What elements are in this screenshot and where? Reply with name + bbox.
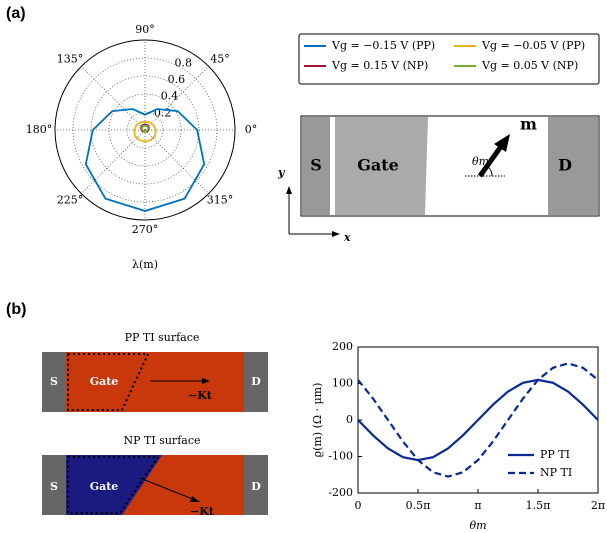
grid-spoke bbox=[81, 66, 145, 130]
gate-label: Gate bbox=[90, 480, 119, 493]
surface bbox=[42, 352, 268, 412]
legend-label: Vg = −0.15 V (PP) bbox=[331, 39, 435, 52]
angle-tick-label: 90° bbox=[135, 23, 155, 36]
y-tick-label: -200 bbox=[328, 486, 353, 499]
panel-label: (b) bbox=[6, 301, 26, 318]
x-axis-title: λ(m) bbox=[132, 258, 158, 271]
angle-tick-label: 45° bbox=[210, 52, 230, 65]
y-tick-label: 100 bbox=[332, 377, 353, 390]
legend-label: NP TI bbox=[540, 466, 572, 479]
drain-label: D bbox=[251, 480, 261, 493]
angle-tick-label: 135° bbox=[57, 52, 84, 65]
x-tick-label: 1.5π bbox=[526, 499, 551, 512]
drain-block bbox=[548, 117, 598, 215]
y-tick-label: 200 bbox=[332, 340, 353, 353]
legend-label: Vg = 0.05 V (NP) bbox=[481, 59, 578, 72]
panel-label: (a) bbox=[6, 5, 26, 22]
polar-line bbox=[142, 126, 148, 132]
arrowhead bbox=[286, 186, 292, 194]
x-tick-label: π bbox=[474, 499, 481, 512]
x-tick-label: 0.5π bbox=[406, 499, 431, 512]
k-label: −Kt bbox=[188, 389, 213, 402]
angle-tick-label: 0° bbox=[245, 123, 258, 136]
legend-label: Vg = −0.05 V (PP) bbox=[481, 39, 585, 52]
r-tick-label: 0.4 bbox=[161, 90, 179, 103]
angle-tick-label: 180° bbox=[26, 123, 53, 136]
figure: (a) (b) S Gate D m θm x y PP TI surface … bbox=[0, 0, 607, 533]
surface-title: PP TI surface bbox=[125, 331, 200, 344]
y-tick-label: -100 bbox=[328, 450, 353, 463]
source-label: S bbox=[50, 375, 58, 388]
x-label: x bbox=[343, 231, 351, 244]
drain-label: D bbox=[558, 156, 572, 175]
legend-label: PP TI bbox=[540, 448, 570, 461]
device-diagram: S Gate D m θm x y bbox=[277, 115, 599, 245]
m-label: m bbox=[520, 115, 537, 134]
theta-label: θm bbox=[472, 155, 489, 168]
x-axis-title: θm bbox=[469, 519, 486, 532]
r-tick-label: 0.6 bbox=[168, 73, 186, 86]
pp-surface: PP TI surface S Gate D −Kt bbox=[42, 331, 268, 412]
y-axis-title: ϱ(m) (Ω · μm) bbox=[311, 383, 324, 458]
x-tick-label: 0 bbox=[355, 499, 362, 512]
angle-tick-label: 225° bbox=[57, 194, 84, 207]
y-label: y bbox=[277, 166, 286, 179]
angle-tick-label: 270° bbox=[132, 223, 159, 236]
gate-label: Gate bbox=[357, 156, 399, 175]
r-tick-label: 0.2 bbox=[154, 106, 172, 119]
arrowhead bbox=[332, 231, 340, 237]
x-tick-label: 2π bbox=[591, 499, 605, 512]
angle-tick-label: 315° bbox=[207, 194, 234, 207]
legend-label: Vg = 0.15 V (NP) bbox=[331, 59, 428, 72]
surface-title: NP TI surface bbox=[124, 434, 201, 447]
y-tick-label: 0 bbox=[346, 413, 353, 426]
source-label: S bbox=[50, 480, 58, 493]
r-tick-label: 0.8 bbox=[175, 56, 193, 69]
k-label: −Kt bbox=[190, 505, 215, 518]
gate-label: Gate bbox=[90, 375, 119, 388]
np-surface: NP TI surface S Gate D −Kt bbox=[42, 434, 268, 518]
drain-label: D bbox=[251, 375, 261, 388]
source-label: S bbox=[310, 156, 322, 175]
